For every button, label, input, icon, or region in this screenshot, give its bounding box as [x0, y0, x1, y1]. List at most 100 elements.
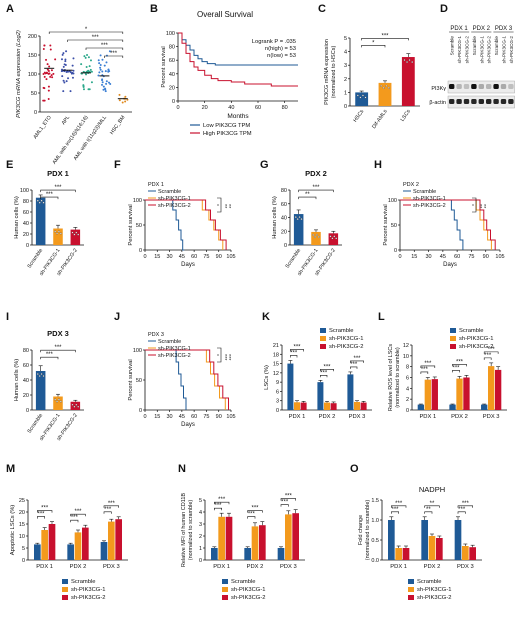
panel-o-title: NADPH: [419, 485, 445, 494]
sig-a-sig-label: ***: [391, 507, 399, 513]
data-point: [105, 80, 108, 83]
panel-o-y-tick-label: 0.0: [371, 558, 379, 564]
x-tick-label: PDX 2: [319, 414, 336, 420]
bar-scramble-pdx3: [100, 542, 108, 560]
data-point: [80, 63, 83, 66]
panel-letter-b: B: [150, 3, 158, 15]
legend-swatch: [408, 587, 414, 592]
panel-i-y-tick-label: 0: [26, 408, 29, 414]
legend-label: sh-PIK3CG-1: [329, 336, 363, 342]
legend: Scramble sh-PIK3CG-1 sh-PIK3CG-2: [450, 328, 493, 350]
sig1-bracket: [361, 45, 386, 48]
panel-a-y-tick-label: 200: [28, 34, 37, 40]
blot-band-pi3k: [478, 84, 484, 89]
x-tick-label: 40: [228, 105, 234, 111]
panel-c-y-tick-label: 4: [344, 50, 347, 56]
legend-swatch: [450, 328, 456, 333]
bar-scramble-pdx1: [34, 544, 41, 560]
legend-swatch: [62, 579, 68, 584]
panel-n-y-tick-label: 5: [199, 498, 202, 504]
blot-membrane: [447, 80, 515, 94]
bar-sh-pik3cg-1-pdx3: [462, 546, 469, 560]
x-tick-label: PDX 2: [451, 414, 468, 420]
bar-sh-pik3cg-2: [328, 233, 339, 245]
km-curve-scramble: [145, 349, 187, 410]
blot-lane-label: sh-PIK3CG-1: [479, 36, 484, 64]
sig-b-sig-label: ***: [353, 356, 361, 362]
x-tick-label: PDX 1: [213, 564, 230, 570]
data-point: [102, 88, 105, 91]
x-tick-label: 90: [216, 414, 222, 420]
panel-n-y-label: Relative MFI of human CD11B: [181, 493, 187, 568]
data-point: [77, 405, 80, 408]
data-point: [88, 88, 91, 91]
sig-label: ***: [221, 354, 227, 361]
data-point: [104, 87, 107, 90]
blot-band-actin: [463, 99, 470, 104]
data-point: [84, 56, 87, 59]
data-point: [314, 235, 316, 238]
sig-a-bracket: [483, 357, 492, 360]
data-point: [105, 82, 108, 85]
legend-label: Scramble: [417, 579, 441, 585]
x-tick-label: PDX 3: [457, 564, 474, 570]
bar-sh-pik3cg-2-pdx3: [469, 547, 476, 560]
bar-sh-pik3cg-2-pdx1: [225, 516, 233, 560]
bar-sh-pik3cg-1-pdx1: [395, 548, 402, 560]
data-point: [87, 69, 90, 72]
panel-letter-g: G: [260, 159, 269, 171]
x-axis-label: Months: [227, 113, 249, 120]
panel-e-y-label: Human cells (%): [14, 196, 20, 239]
sig-a-sig-label: ***: [248, 512, 256, 518]
x-tick-label: 0: [398, 254, 401, 260]
bar-sh-pik3cg-2: [70, 229, 81, 245]
x-tick-label: 90: [216, 254, 222, 260]
bar-scramble-pdx1: [417, 404, 425, 410]
panel-c-y-tick-label: 5: [344, 36, 347, 42]
legend-swatch: [320, 328, 326, 333]
legend-swatch: [222, 587, 228, 592]
sig-label: **: [225, 204, 231, 209]
x-tick-label: AML with inv(16)/t(16;16): [52, 114, 90, 165]
sig-a-bracket: [280, 504, 289, 507]
sig-bracket: [104, 55, 124, 58]
data-point: [99, 54, 102, 57]
x-tick-label: 30: [167, 254, 173, 260]
sig-bracket: [217, 197, 222, 213]
km-curve-high-pik3cg-tpm: [178, 32, 298, 87]
panel-o-y-label: Fold change: [358, 515, 364, 545]
sig-b-sig-label: ***: [285, 494, 293, 500]
panel-k-y-tick-label: 0: [276, 408, 279, 414]
data-point: [62, 65, 65, 68]
data-point: [45, 78, 48, 81]
bar-scramble-pdx3: [277, 548, 285, 560]
bar-scramble-pdx1: [211, 548, 218, 560]
panel-e-y-tick-label: 0: [26, 243, 29, 249]
panel-k-y-tick-label: 3: [276, 399, 279, 405]
data-point: [43, 44, 46, 47]
legend-label: sh-PIK3CG-2: [71, 595, 105, 601]
legend-label: sh-PIK3CG-2: [158, 203, 191, 209]
x-tick-label: 0: [176, 105, 179, 111]
sig-a-sig-label: ***: [320, 370, 328, 376]
x-tick-label: 60: [191, 414, 197, 420]
sig2-sig-label: ***: [381, 33, 389, 39]
panel-b-y-tick-label: 0: [172, 99, 175, 105]
data-point: [86, 54, 89, 56]
panel-j-y-label: Percent survival: [128, 359, 134, 400]
panel-n-y-tick-label: 2: [199, 534, 202, 540]
panel-n-y-tick-label: 1: [199, 546, 202, 552]
data-point: [118, 99, 121, 102]
km-curve-sh-pik3cg-2: [145, 199, 227, 250]
bar-scramble-pdx2: [67, 544, 74, 560]
data-point: [83, 55, 86, 58]
x-tick-label: PDX 3: [103, 564, 120, 570]
data-point: [331, 237, 334, 240]
x-tick-label: 75: [203, 414, 209, 420]
sig-a-bracket: [247, 516, 256, 519]
panel-k-y-tick-label: 15: [273, 362, 279, 368]
